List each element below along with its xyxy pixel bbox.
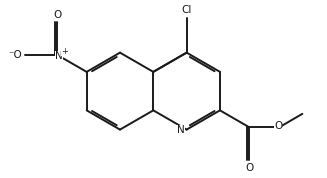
Text: +: + <box>61 47 68 56</box>
Text: O: O <box>245 163 253 173</box>
Text: O: O <box>274 121 282 131</box>
Text: O: O <box>53 10 61 20</box>
Text: Cl: Cl <box>181 5 192 15</box>
Text: N: N <box>55 51 63 61</box>
Text: N: N <box>177 125 185 135</box>
Text: ⁻O: ⁻O <box>9 50 22 60</box>
